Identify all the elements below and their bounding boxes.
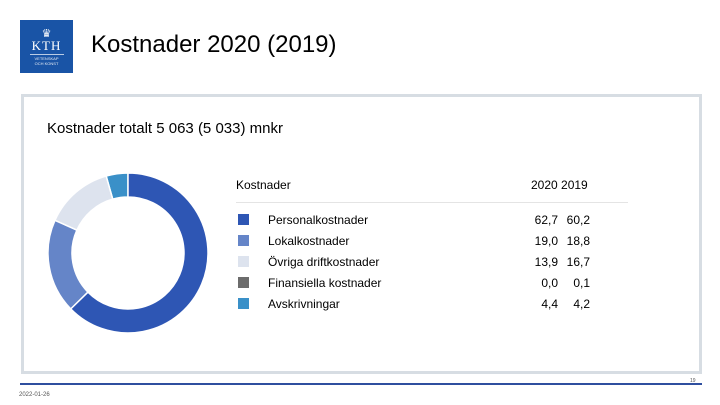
legend-swatch bbox=[238, 256, 249, 267]
value-2019: 4,2 bbox=[573, 297, 590, 311]
donut-chart bbox=[47, 172, 209, 334]
value-2020: 4,4 bbox=[541, 297, 558, 311]
legend-swatch bbox=[238, 235, 249, 246]
legend-swatch bbox=[238, 298, 249, 309]
legend-row: Lokalkostnader 19,0 18,8 bbox=[236, 233, 596, 249]
legend-swatch bbox=[238, 214, 249, 225]
legend-row: Övriga driftkostnader 13,9 16,7 bbox=[236, 254, 596, 270]
kth-logo: ♛ KTH VETENSKAP OCH KONST bbox=[20, 20, 73, 73]
value-2020: 13,9 bbox=[534, 255, 558, 269]
value-2020: 62,7 bbox=[534, 213, 558, 227]
legend-label: Lokalkostnader bbox=[268, 234, 350, 248]
value-2020: 19,0 bbox=[534, 234, 558, 248]
slide-subtitle: Kostnader totalt 5 063 (5 033) mnkr bbox=[47, 120, 283, 137]
donut-slice-3 bbox=[53, 175, 114, 232]
donut-slice-1 bbox=[69, 172, 209, 334]
value-2020: 0,0 bbox=[541, 276, 558, 290]
page-number: 19 bbox=[690, 378, 696, 384]
value-2019: 16,7 bbox=[566, 255, 590, 269]
logo-divider bbox=[29, 53, 64, 55]
slide-date: 2022-01-26 bbox=[19, 392, 50, 398]
value-2019: 18,8 bbox=[566, 234, 590, 248]
logo-name: KTH bbox=[31, 37, 62, 53]
table-header-years: 2020 2019 bbox=[531, 178, 588, 192]
legend-row: Avskrivningar 4,4 4,2 bbox=[236, 296, 596, 312]
legend-swatch bbox=[238, 277, 249, 288]
legend-label: Avskrivningar bbox=[268, 297, 340, 311]
footer-rule bbox=[20, 383, 702, 385]
slide-title: Kostnader 2020 (2019) bbox=[91, 31, 337, 58]
table-header-divider bbox=[236, 202, 628, 203]
legend-row: Finansiella kostnader 0,0 0,1 bbox=[236, 275, 596, 291]
value-2019: 0,1 bbox=[573, 276, 590, 290]
legend-label: Personalkostnader bbox=[268, 213, 369, 227]
legend-row: Personalkostnader 62,7 60,2 bbox=[236, 212, 596, 228]
value-2019: 60,2 bbox=[566, 213, 590, 227]
logo-sub-line2: OCH KONST bbox=[34, 60, 59, 66]
table-header-label: Kostnader bbox=[236, 178, 291, 192]
logo-sub-line1: VETENSKAP bbox=[34, 55, 59, 61]
legend-label: Övriga driftkostnader bbox=[268, 255, 380, 269]
donut-slice-2 bbox=[47, 219, 89, 310]
legend-label: Finansiella kostnader bbox=[268, 276, 382, 290]
crown-icon: ♛ bbox=[41, 26, 52, 40]
